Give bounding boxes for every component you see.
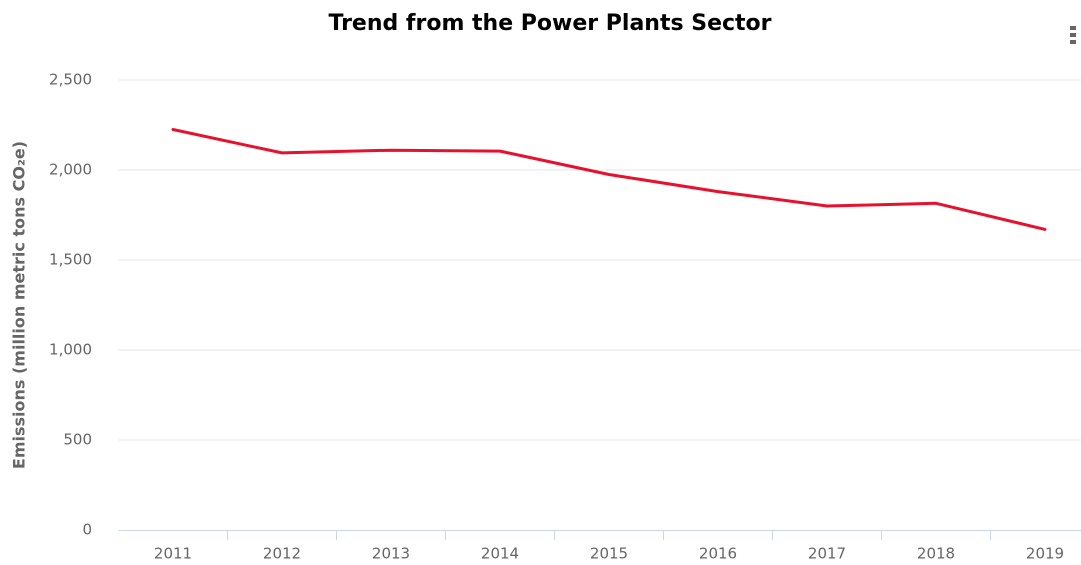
menu-dot[interactable]	[1070, 26, 1076, 30]
menu-dot[interactable]	[1070, 40, 1076, 44]
y-tick-label: 500	[63, 431, 92, 449]
x-tick-label: 2013	[372, 545, 410, 563]
x-tick-label: 2017	[808, 545, 846, 563]
y-tick-label: 2,500	[49, 71, 92, 89]
menu-dot[interactable]	[1070, 33, 1076, 37]
series-line	[171, 128, 1047, 231]
x-tick-label: 2012	[263, 545, 301, 563]
y-tick-label: 1,000	[49, 341, 92, 359]
y-tick-label: 2,000	[49, 161, 92, 179]
menu-button[interactable]	[1070, 26, 1076, 44]
x-tick-label: 2011	[154, 545, 192, 563]
x-tick-label: 2014	[481, 545, 519, 563]
y-axis-label: Emissions (million metric tons CO₂e)	[10, 141, 29, 469]
y-tick-label: 1,500	[49, 251, 92, 269]
chart-title: Trend from the Power Plants Sector	[328, 11, 771, 36]
x-tick-label: 2018	[917, 545, 955, 563]
x-tick-label: 2019	[1026, 545, 1064, 563]
y-tick-label: 0	[82, 521, 92, 539]
x-tick-label: 2016	[699, 545, 737, 563]
x-tick-label: 2015	[590, 545, 628, 563]
